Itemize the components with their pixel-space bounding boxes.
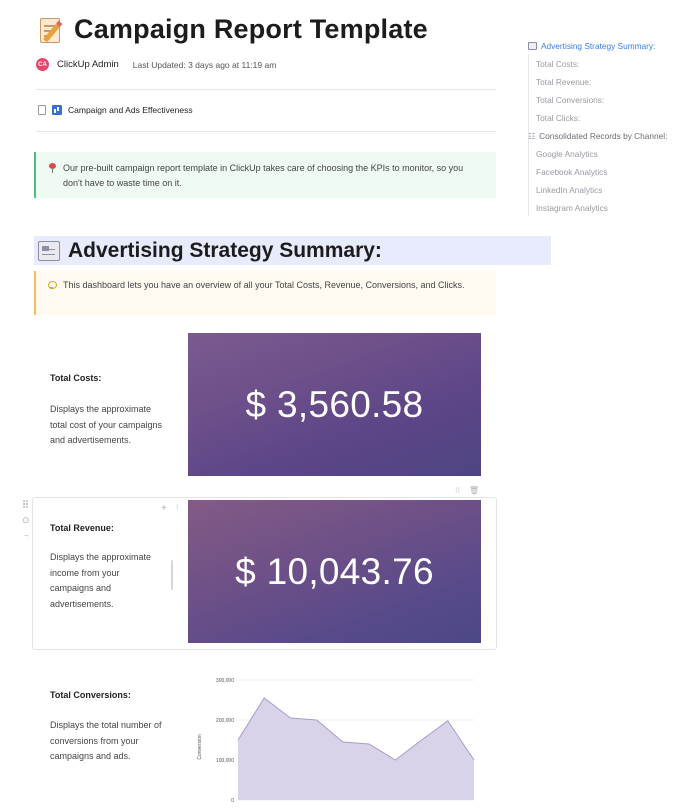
dashboard-callout: This dashboard lets you have an overview… xyxy=(34,271,496,315)
toc-item-total-revenue[interactable]: Total Revenue: xyxy=(536,77,592,87)
author-name[interactable]: ClickUp Admin xyxy=(57,59,119,70)
last-updated-text: Last Updated: 3 days ago at 11:19 am xyxy=(132,59,277,70)
conversions-chart: Conversion 0 100,000 200,000 300,000 xyxy=(197,678,475,804)
toc-item-linkedin-analytics[interactable]: LinkedIn Analytics xyxy=(536,185,603,195)
bar-chart-icon xyxy=(52,105,62,115)
total-conversions-label: Total Conversions: xyxy=(50,690,131,700)
total-revenue-label: Total Revenue: xyxy=(50,523,114,533)
newspaper-icon xyxy=(528,42,537,50)
toc-item-total-costs[interactable]: Total Costs: xyxy=(536,59,580,69)
total-costs-description: Displays the approximate total cost of y… xyxy=(50,404,163,445)
revenue-block xyxy=(32,497,497,650)
conversions-line xyxy=(237,697,475,761)
total-revenue-description: Displays the approximate income from you… xyxy=(50,552,152,609)
toc-item-total-conversions[interactable]: Total Conversions: xyxy=(536,95,605,105)
toc-item-total-clicks[interactable]: Total Clicks: xyxy=(536,113,581,123)
y-tick-label: 200,000 xyxy=(216,718,234,724)
drag-handle-icon[interactable]: ⁝⁝ xyxy=(455,486,461,495)
add-column-icon[interactable]: + xyxy=(161,503,167,514)
subpage-link[interactable]: Campaign and Ads Effectiveness xyxy=(38,105,193,115)
toc-item-consolidated-records[interactable]: ☷ Consolidated Records by Channel: xyxy=(528,131,667,141)
author-row: CA ClickUp Admin Last Updated: 3 days ag… xyxy=(36,58,276,71)
section-title: Advertising Strategy Summary: xyxy=(68,238,382,262)
subpage-link-label[interactable]: Campaign and Ads Effectiveness xyxy=(68,105,193,115)
avatar[interactable]: CA xyxy=(36,58,49,71)
total-costs-label: Total Costs: xyxy=(50,373,102,383)
divider xyxy=(36,131,496,132)
title-row: Campaign Report Template xyxy=(38,14,428,45)
page-icon xyxy=(38,105,46,115)
toc-item-label: Advertising Strategy Summary: xyxy=(541,41,656,51)
intro-callout-text: Our pre-built campaign report template i… xyxy=(63,163,464,188)
toc-item-advertising-strategy[interactable]: Advertising Strategy Summary: xyxy=(528,41,655,51)
newspaper-icon xyxy=(38,240,60,261)
toc-item-label: Consolidated Records by Channel: xyxy=(539,131,668,141)
section-heading: Advertising Strategy Summary: xyxy=(34,236,551,265)
y-tick-label: 300,000 xyxy=(216,678,234,684)
page-title: Campaign Report Template xyxy=(74,14,428,44)
column-resize-handle[interactable] xyxy=(171,560,173,590)
divider xyxy=(36,89,496,90)
toc-item-instagram-analytics[interactable]: Instagram Analytics xyxy=(536,203,608,213)
intro-callout: Our pre-built campaign report template i… xyxy=(34,152,496,198)
toc-item-facebook-analytics[interactable]: Facebook Analytics xyxy=(536,167,608,177)
total-costs-value: $ 3,560.58 xyxy=(245,383,424,425)
list-icon: ☷ xyxy=(528,131,536,141)
total-costs-card: $ 3,560.58 xyxy=(188,333,481,476)
column-handle-icon[interactable]: ⁝ xyxy=(176,503,179,512)
toc-guide-line xyxy=(528,54,529,216)
block-drag-handle-icon[interactable] xyxy=(23,500,29,509)
toc-item-google-analytics[interactable]: Google Analytics xyxy=(536,149,598,159)
total-revenue-card: $ 10,043.76 xyxy=(188,500,481,643)
pushpin-icon xyxy=(48,163,57,173)
dashboard-callout-text: This dashboard lets you have an overview… xyxy=(63,280,465,290)
lightbulb-icon xyxy=(48,281,57,290)
memo-icon xyxy=(38,15,64,45)
block-arrow-icon[interactable]: → xyxy=(22,530,30,539)
y-tick-label: 0 xyxy=(231,798,234,804)
delete-icon[interactable]: 🗑 xyxy=(469,486,480,495)
total-revenue-value: $ 10,043.76 xyxy=(235,550,434,592)
conversions-area xyxy=(238,698,474,800)
block-settings-icon[interactable]: ⊙ xyxy=(22,515,30,525)
y-axis-label: Conversion xyxy=(197,734,203,760)
y-tick-label: 100,000 xyxy=(216,758,234,764)
total-conversions-description: Displays the total number of conversions… xyxy=(50,720,162,761)
